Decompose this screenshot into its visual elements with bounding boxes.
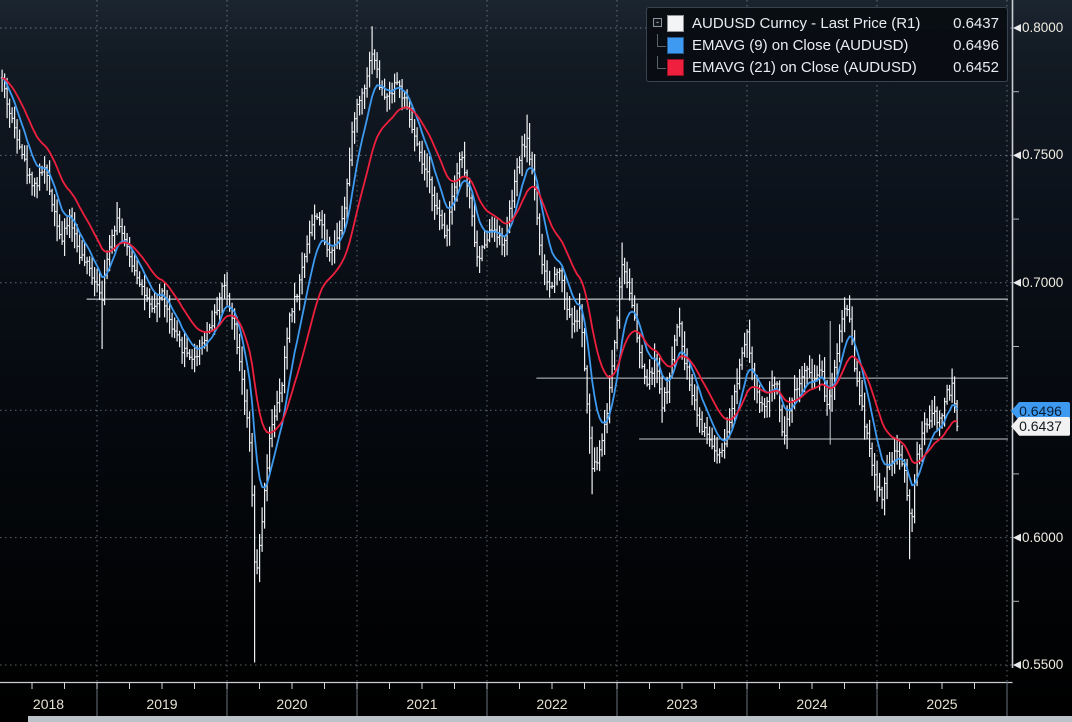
y-axis-tick-label: 0.5500 <box>1022 657 1064 672</box>
legend-collapse-icon[interactable]: - <box>653 18 662 27</box>
legend-box[interactable]: - AUDUSD Curncy - Last Price (R1) 0.6437… <box>646 7 1008 82</box>
ema21-line <box>1 77 958 465</box>
ema21-swatch-icon <box>667 58 684 76</box>
x-axis-year-label: 2023 <box>666 696 698 712</box>
legend-row-ema9[interactable]: EMAVG (9) on Close (AUDUSD) 0.6496 <box>651 34 999 56</box>
y-axis-tick-label: 0.8000 <box>1022 20 1064 35</box>
x-axis-year-label: 2021 <box>406 696 438 712</box>
horizontal-scrollbar[interactable] <box>28 716 1072 722</box>
x-axis-year-label: 2018 <box>32 696 65 712</box>
tree-branch-icon <box>657 34 666 47</box>
tree-branch-icon <box>657 56 666 69</box>
legend-label: EMAVG (9) on Close (AUDUSD) <box>692 36 909 54</box>
ema9-swatch-icon <box>667 36 684 54</box>
legend-value: 0.6437 <box>953 14 999 32</box>
x-axis-year-label: 2022 <box>536 696 568 712</box>
y-axis-tick-label: 0.6000 <box>1022 529 1064 545</box>
legend-value: 0.6496 <box>953 36 999 54</box>
x-axis-year-label: 2020 <box>276 696 308 712</box>
axis-frame <box>0 0 1021 716</box>
gridlines <box>0 0 1012 682</box>
x-axis-year-label: 2025 <box>926 696 958 712</box>
legend-label: EMAVG (21) on Close (AUDUSD) <box>692 58 917 76</box>
ema9-price-badge: 0.6496 <box>1011 401 1070 421</box>
legend-row-ema21[interactable]: EMAVG (21) on Close (AUDUSD) 0.6452 <box>651 56 999 78</box>
y-axis-tick-label: 0.7000 <box>1022 274 1064 290</box>
last-price-swatch-icon <box>667 14 684 32</box>
price-bars <box>0 26 959 663</box>
y-axis-tick-label: 0.7500 <box>1022 147 1064 163</box>
legend-label: AUDUSD Curncy - Last Price (R1) <box>692 14 921 32</box>
legend-row-last-price[interactable]: - AUDUSD Curncy - Last Price (R1) 0.6437 <box>651 12 999 34</box>
x-axis-year-label: 2019 <box>146 696 178 712</box>
x-axis-year-label: 2024 <box>796 696 828 712</box>
legend-value: 0.6452 <box>953 58 999 76</box>
last-price-badge: 0.6437 <box>1011 416 1070 436</box>
